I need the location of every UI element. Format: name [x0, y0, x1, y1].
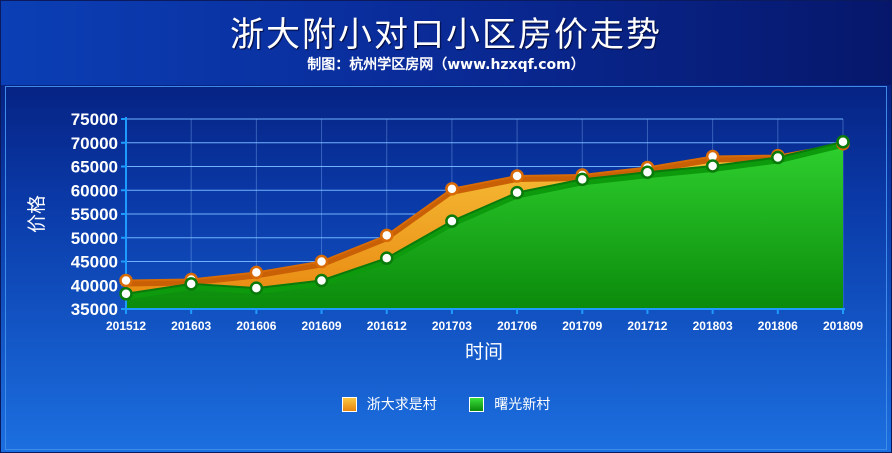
x-tick-label: 201712: [627, 319, 667, 333]
x-tick-label: 201606: [236, 319, 276, 333]
x-tick-label: 201609: [302, 319, 342, 333]
series-area-2: [126, 141, 843, 309]
data-point-series-1: [445, 182, 459, 196]
data-point-series-1: [510, 169, 524, 183]
y-axis-title: 价格: [26, 195, 48, 233]
x-tick-label: 201706: [497, 319, 537, 333]
x-tick-label: 201806: [758, 319, 798, 333]
x-axis-title: 时间: [465, 341, 503, 363]
chart-subtitle: 制图：杭州学区房网（www.hzxqf.com）: [307, 57, 585, 73]
x-tick-label: 201809: [823, 319, 863, 333]
chart-title: 浙大附小对口小区房价走势: [230, 15, 662, 55]
data-point-series-2: [510, 185, 524, 200]
y-tick-label: 50000: [71, 229, 118, 248]
x-tick-label: 201803: [693, 319, 733, 333]
x-tick-label: 201703: [432, 319, 472, 333]
y-tick-label: 40000: [71, 276, 118, 295]
x-tick-label: 201709: [562, 319, 602, 333]
data-point-series-2: [379, 251, 394, 265]
data-point-series-2: [771, 150, 785, 165]
legend-label-series-2: 曙光新村: [494, 397, 551, 413]
y-tick-label: 70000: [71, 134, 118, 153]
data-point-series-2: [249, 281, 264, 295]
y-tick-label: 55000: [71, 205, 118, 224]
x-tick-label: 201512: [106, 319, 146, 333]
y-tick-label: 45000: [71, 253, 118, 272]
data-point-series-2: [575, 172, 590, 187]
x-tick-label: 201612: [367, 319, 407, 333]
data-point-series-1: [379, 228, 394, 243]
x-tick-label: 201603: [171, 319, 211, 333]
data-point-series-2: [640, 165, 655, 179]
data-point-series-1: [314, 254, 329, 269]
legend-swatch-series-1: [341, 396, 357, 412]
y-tick-label: 65000: [71, 158, 118, 177]
y-tick-label: 60000: [71, 181, 118, 200]
legend: 浙大求是村 曙光新村: [1, 394, 891, 416]
data-point-series-2: [705, 159, 720, 173]
series-line-1: [125, 142, 844, 282]
title-band: 浙大附小对口小区房价走势 制图：杭州学区房网（www.hzxqf.com）: [1, 1, 891, 85]
legend-swatch-series-2: [469, 396, 485, 412]
y-tick-label: 35000: [71, 300, 118, 319]
plot-panel: [5, 86, 887, 450]
series-line-2: [125, 140, 844, 295]
legend-label-series-1: 浙大求是村: [366, 397, 437, 413]
legend-item-series-2: 曙光新村: [469, 394, 550, 414]
data-point-series-2: [836, 135, 850, 149]
y-tick-label: 75000: [71, 110, 118, 129]
data-point-series-2: [119, 287, 133, 301]
data-point-series-2: [314, 273, 329, 288]
data-point-series-2: [184, 277, 198, 291]
data-point-series-2: [445, 214, 459, 228]
data-point-series-1: [119, 273, 133, 288]
data-point-series-1: [249, 265, 264, 280]
legend-item-series-1: 浙大求是村: [341, 394, 437, 414]
